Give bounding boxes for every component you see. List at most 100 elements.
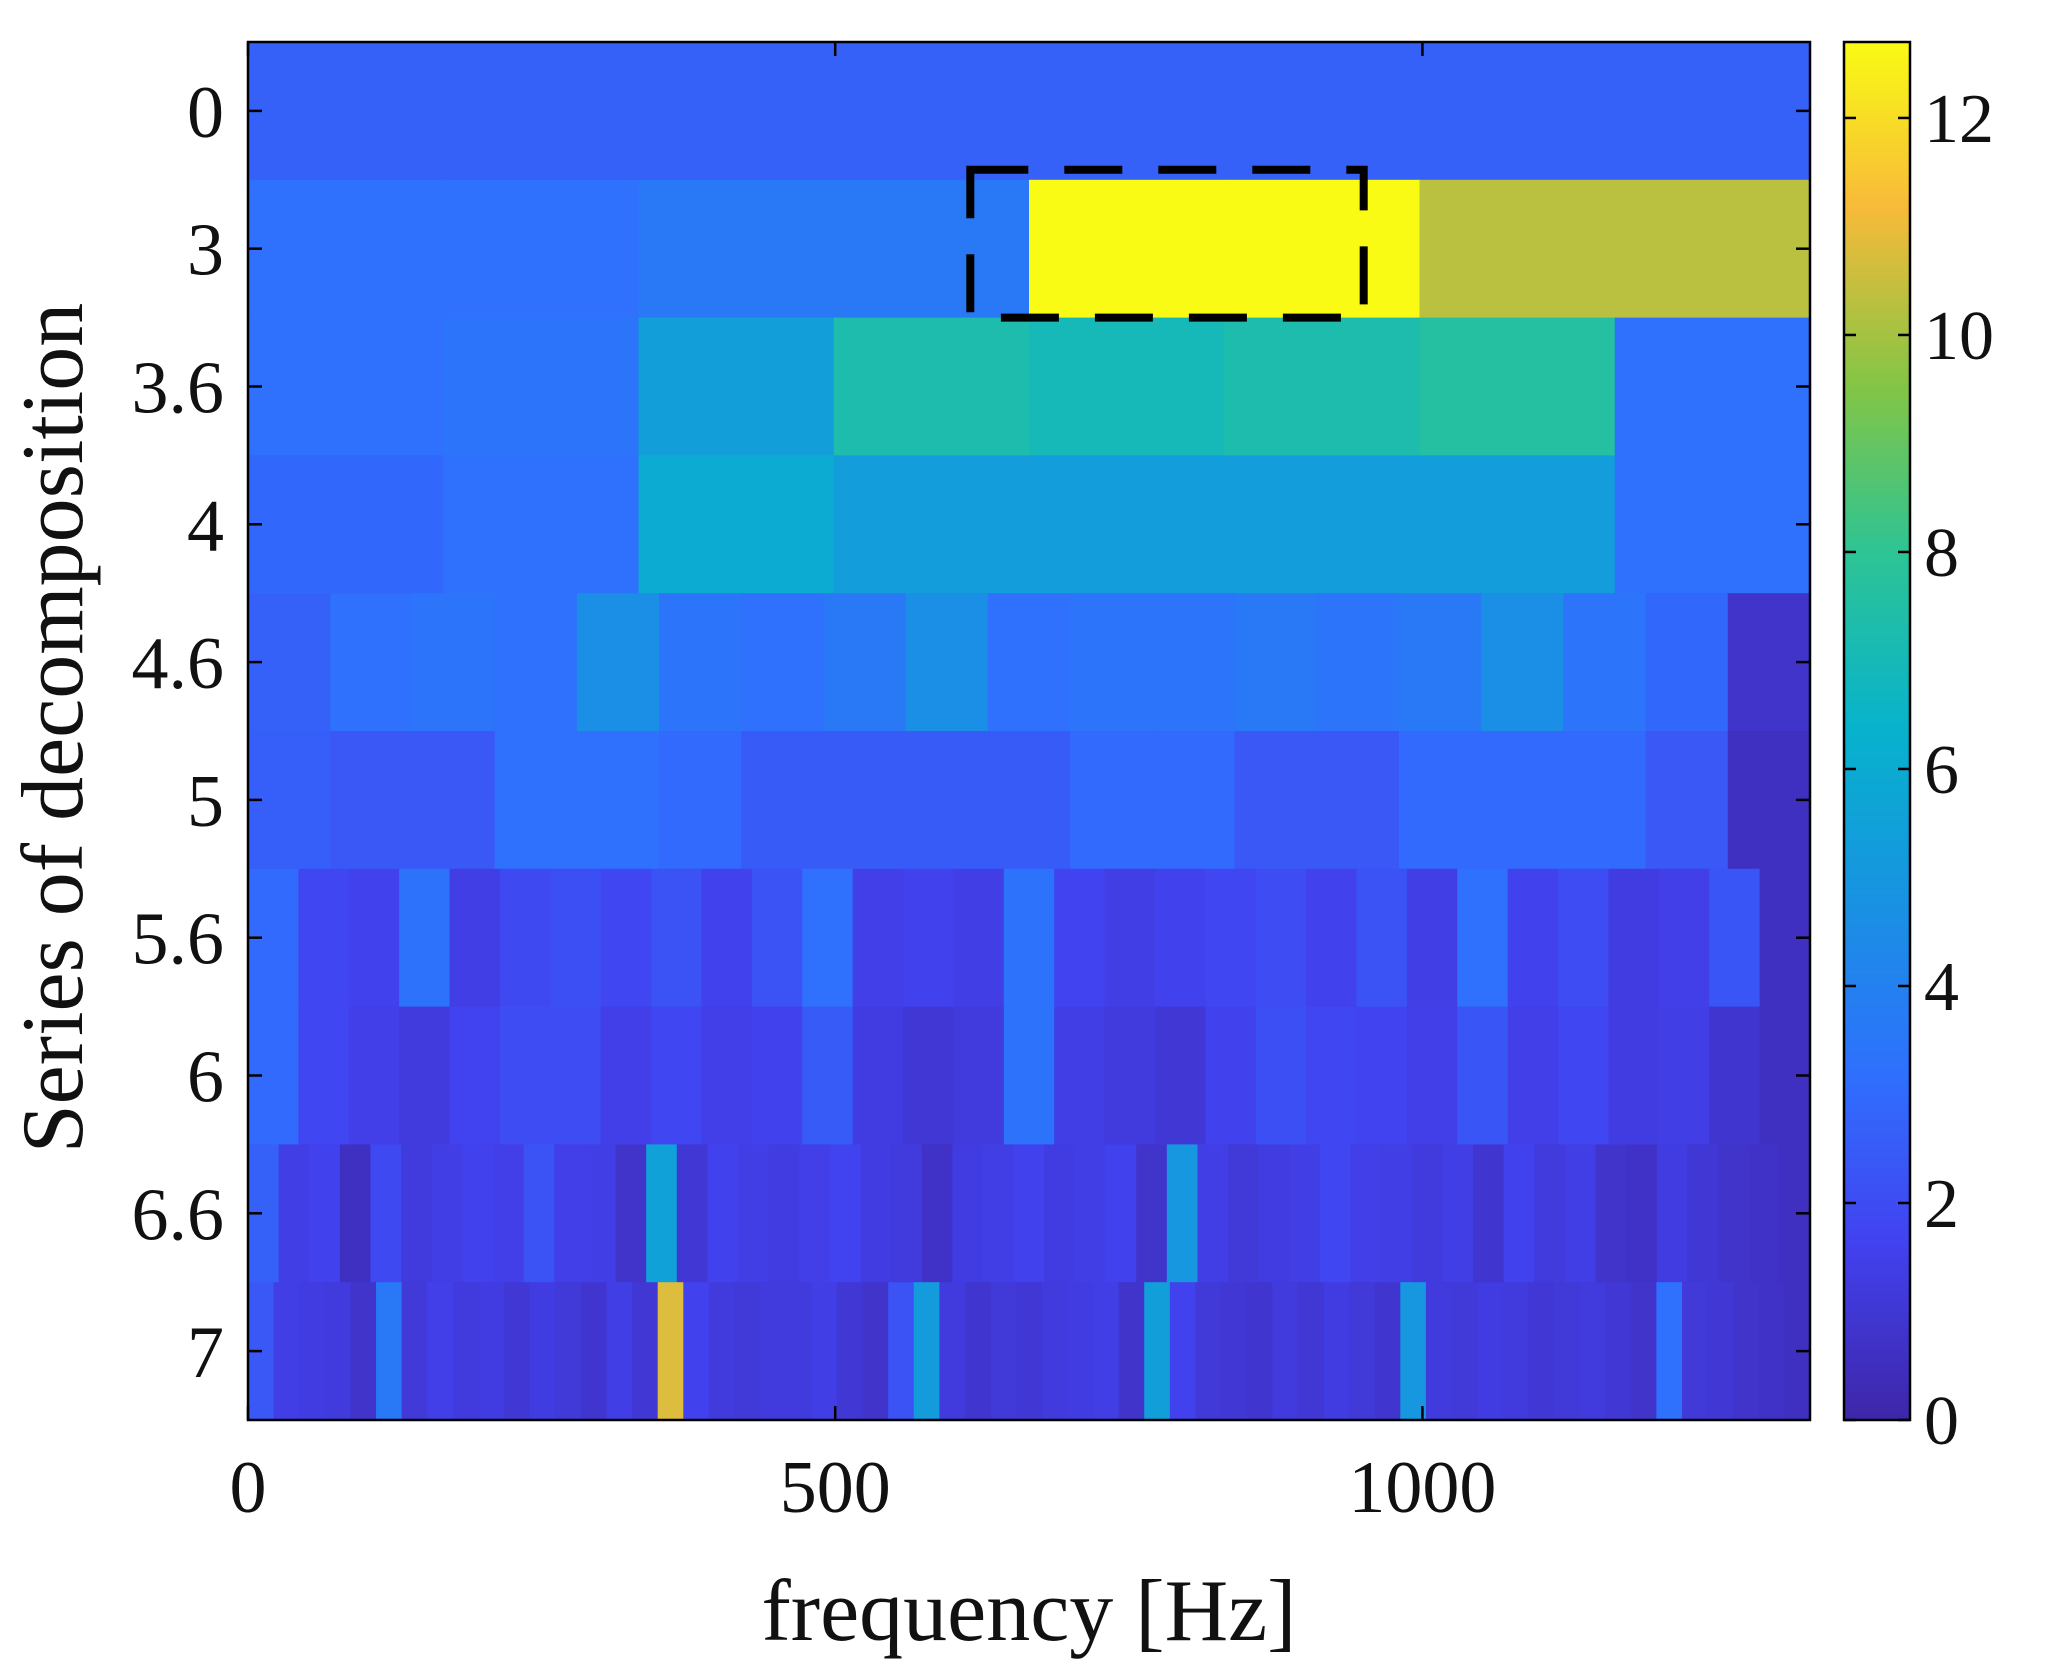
heatmap-cell [412,593,496,732]
heatmap-cell [1067,1282,1094,1421]
heatmap-cell [1605,1282,1632,1421]
heatmap-cell [1595,1144,1627,1283]
heatmap-cell [1205,868,1257,1008]
heatmap-cell [1272,1282,1299,1421]
heatmap-cell [550,1006,602,1145]
heatmap-cell [1205,1006,1257,1145]
heatmap-cell [1224,317,1421,456]
heatmap-cell [852,868,904,1008]
heatmap-cell [891,1144,923,1283]
heatmap-cell [427,1282,454,1421]
heatmap-cell [987,731,1071,870]
heatmap-cell [299,1282,326,1421]
heatmap-cell [1197,1144,1229,1283]
y-tick-label: 3 [187,210,224,292]
heatmap-cell [1258,1144,1290,1283]
heatmap-cell [1228,1144,1260,1283]
heatmap-cell [1289,1144,1321,1283]
heatmap-cell [651,1006,703,1145]
y-tick-label: 0 [187,72,224,154]
y-tick-label: 5.6 [132,899,225,981]
y-tick-label: 6.6 [132,1174,225,1256]
heatmap-cell [1707,1282,1734,1421]
heatmap-cell [1709,1006,1761,1145]
y-tick-label: 3.6 [132,348,225,430]
heatmap-cell [1558,1006,1610,1145]
heatmap-cell [657,1282,684,1421]
heatmap-cell [1029,179,1225,319]
heatmap-cell [443,179,640,319]
heatmap-cell [1419,317,1616,456]
heatmap-cell [1400,1282,1427,1421]
heatmap-cell [751,1006,803,1145]
heatmap-cell [1350,1144,1382,1283]
colorbar-tick-label: 2 [1924,1166,1959,1243]
heatmap-cell [738,1144,770,1283]
heatmap-cell [1579,1282,1606,1421]
heatmap-cell [651,868,703,1008]
heatmap-cell [1614,455,1811,594]
heatmap-cell [499,1006,551,1145]
heatmap-cell [248,42,1811,181]
heatmap-cell [1054,1006,1106,1145]
colorbar-tick-label: 10 [1924,298,1994,375]
heatmap-cell [860,1144,892,1283]
heatmap-cell [1166,1144,1199,1283]
y-tick-label: 4.6 [132,623,225,705]
heatmap-cell [278,1144,310,1283]
heatmap-cell [1451,1282,1478,1421]
heatmap-cell [1169,1282,1197,1421]
heatmap-cell [799,1144,831,1283]
heatmap-cell [1608,1006,1660,1145]
heatmap-cell [248,179,444,319]
heatmap-cell [833,317,1030,456]
heatmap-cell [1104,1006,1156,1145]
heatmap-cell [811,1282,838,1421]
heatmap-cell [1614,317,1811,456]
heatmap-cell [741,731,825,870]
heatmap-cell [1029,317,1225,456]
heatmap-cell [1013,1144,1045,1283]
heatmap-cell [751,868,803,1008]
heatmap-cell [1425,1282,1453,1421]
heatmap-cell [1406,868,1458,1008]
heatmap-cell [399,1006,451,1145]
heatmap-cell [913,1282,940,1421]
y-axis-title: Series of decomposition [5,303,102,1154]
heatmap-cell [1054,868,1106,1008]
heatmap-cell [309,1144,341,1283]
heatmap-cell [1152,593,1236,732]
heatmap-cell [1481,593,1564,732]
heatmap-cell [1195,1282,1222,1421]
heatmap-cell [1656,1282,1683,1421]
heatmap-cell [1687,1144,1719,1283]
heatmap-cell [1224,179,1421,319]
heatmap-cell [659,593,742,732]
heatmap-cell [1563,593,1647,732]
heatmap-cell [1758,1282,1785,1421]
heatmap-cell [903,868,955,1008]
heatmap-cell [683,1282,710,1421]
heatmap-cell [1718,1144,1750,1283]
heatmap-cell [606,1282,633,1421]
heatmap-cell [1645,731,1729,870]
x-tick-label: 1000 [1348,1447,1496,1529]
heatmap-cell [659,731,742,870]
y-axis: 0 3 3.6 4 4.6 5 5.6 6 6.6 7 [132,72,1810,1394]
heatmap-cell [1630,1282,1657,1421]
heatmap-cell [494,731,578,870]
heatmap-cell [1406,1006,1458,1145]
heatmap-cell [939,1282,966,1421]
heatmap-cell [499,868,551,1008]
heatmap-cell [1144,1282,1171,1421]
heatmap-cell [852,1006,904,1145]
heatmap-cell [554,1144,586,1283]
heatmap-cell [905,593,989,732]
heatmap-cell [324,1282,352,1421]
colorbar-tick-label: 4 [1924,949,1959,1026]
heatmap-cell [412,731,496,870]
heatmap-cell [964,1282,992,1421]
heatmap-cell [823,731,907,870]
heatmap-cell [1553,1282,1581,1421]
